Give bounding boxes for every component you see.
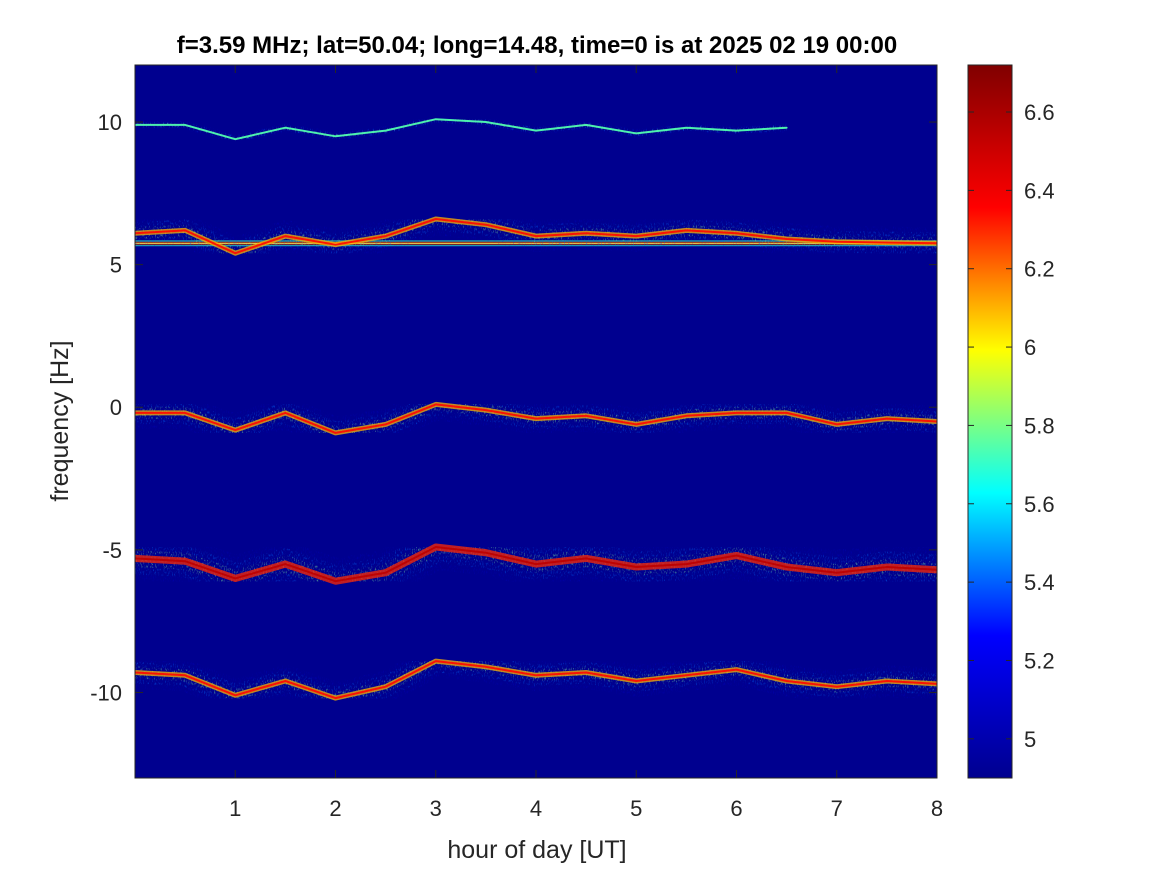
colorbar-gradient xyxy=(968,65,1012,778)
x-axis-ticks: 1 2 3 4 5 6 7 8 xyxy=(229,65,943,821)
y-tick-label: -10 xyxy=(90,680,122,705)
x-tick-label: 1 xyxy=(229,796,241,821)
y-axis-ticks: -10 -5 0 5 10 xyxy=(90,110,937,705)
colorbar-tick-label: 6.2 xyxy=(1024,257,1055,282)
echo-band-5 xyxy=(135,645,937,715)
chart-title: f=3.59 MHz; lat=50.04; long=14.48, time=… xyxy=(177,32,897,59)
echo-band-4 xyxy=(135,524,937,605)
colorbar-tick-label: 5 xyxy=(1024,727,1036,752)
x-tick-label: 5 xyxy=(630,796,642,821)
echo-band-2 xyxy=(135,203,937,270)
x-tick-label: 7 xyxy=(831,796,843,821)
colorbar-tick-label: 5.8 xyxy=(1024,413,1055,438)
echo-band-1 xyxy=(135,114,792,144)
y-tick-label: 10 xyxy=(98,110,122,135)
colorbar: 5 5.2 5.4 5.6 5.8 6 6.2 6.4 6.6 xyxy=(967,64,1055,779)
colorbar-tick-label: 5.2 xyxy=(1024,648,1055,673)
colorbar-tick-label: 5.6 xyxy=(1024,492,1055,517)
y-tick-label: 5 xyxy=(110,253,122,278)
x-tick-label: 3 xyxy=(430,796,442,821)
x-tick-label: 4 xyxy=(530,796,542,821)
y-axis-label: frequency [Hz] xyxy=(46,340,74,501)
x-tick-label: 6 xyxy=(730,796,742,821)
y-tick-label: 0 xyxy=(110,395,122,420)
x-tick-label: 2 xyxy=(329,796,341,821)
spectrogram-plot-area: 1 2 3 4 5 6 7 8 -10 -5 0 5 10 xyxy=(90,64,943,821)
colorbar-tick-label: 6.6 xyxy=(1024,100,1055,125)
y-tick-label: -5 xyxy=(102,538,122,563)
x-tick-label: 8 xyxy=(931,796,943,821)
echo-traces xyxy=(135,114,937,715)
colorbar-tick-label: 5.4 xyxy=(1024,570,1055,595)
colorbar-frame xyxy=(967,64,1013,779)
echo-band-3 xyxy=(135,388,937,449)
colorbar-tick-label: 6 xyxy=(1024,335,1036,360)
x-axis-label: hour of day [UT] xyxy=(447,836,626,864)
colorbar-ticks: 5 5.2 5.4 5.6 5.8 6 6.2 6.4 6.6 xyxy=(968,100,1055,752)
colorbar-tick-label: 6.4 xyxy=(1024,178,1055,203)
